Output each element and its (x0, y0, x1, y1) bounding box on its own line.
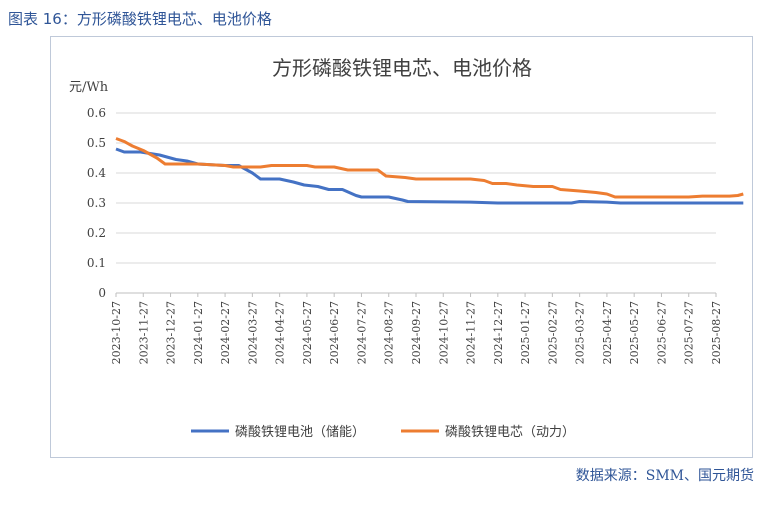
x-tick-label: 2024-09-27 (410, 301, 423, 364)
y-tick-label: 0.1 (87, 256, 106, 270)
y-axis-label: 元/Wh (69, 80, 109, 95)
x-tick-label: 2024-12-27 (492, 301, 505, 364)
x-tick-label: 2024-10-27 (437, 301, 450, 364)
y-tick-label: 0.5 (87, 136, 106, 150)
line-chart: 方形磷酸铁锂电芯、电池价格 元/Wh 0 0.1 0.2 0.3 0.4 0.5 0.6 2… (69, 56, 744, 440)
x-tick-label: 2025-07-27 (683, 301, 696, 364)
y-tick-label: 0.4 (87, 166, 106, 180)
x-tick-labels: 2023-10-27 2023-11-27 2023-12-27 2024-01-27… (110, 301, 723, 364)
chart-title: 方形磷酸铁锂电芯、电池价格 (272, 56, 532, 80)
legend-label-1: 磷酸铁锂电池（储能） (235, 425, 365, 440)
x-tick-label: 2023-12-27 (165, 301, 178, 364)
x-tick-label: 2024-05-27 (301, 301, 314, 364)
x-tick-label: 2025-03-27 (574, 301, 587, 364)
figure-caption: 图表 16：方形磷酸铁锂电芯、电池价格 (8, 10, 272, 28)
x-tick-label: 2024-06-27 (328, 301, 341, 364)
x-tick-label: 2024-02-27 (219, 301, 232, 364)
x-tick-label: 2025-05-27 (628, 301, 641, 364)
x-tick-label: 2024-01-27 (192, 301, 205, 364)
series-line-2 (115, 137, 744, 199)
y-tick-label: 0.2 (87, 226, 106, 240)
chart-frame: 方形磷酸铁锂电芯、电池价格 元/Wh 0 0.1 0.2 0.3 0.4 0.5 0.6 2… (50, 36, 753, 458)
source-note: 数据来源：SMM、国元期货 (575, 468, 754, 484)
x-tick-label: 2025-01-27 (519, 301, 532, 364)
y-tick-label: 0.3 (87, 196, 106, 210)
x-tick-label: 2023-11-27 (137, 301, 150, 364)
x-tick-label: 2024-04-27 (274, 301, 287, 364)
y-tick-label: 0 (98, 286, 106, 300)
x-tick-label: 2024-07-27 (355, 301, 368, 364)
y-tick-label: 0.6 (87, 106, 106, 120)
legend-label-2: 磷酸铁锂电芯（动力） (445, 425, 575, 440)
x-tick-label: 2025-06-27 (655, 301, 668, 364)
series-line-1 (115, 147, 744, 205)
y-tick-labels: 0 0.1 0.2 0.3 0.4 0.5 0.6 (87, 106, 106, 300)
x-tick-label: 2023-10-27 (110, 301, 123, 364)
gridlines (115, 112, 717, 297)
legend: 磷酸铁锂电池（储能） 磷酸铁锂电芯（动力） (191, 425, 575, 440)
x-tick-label: 2024-08-27 (383, 301, 396, 364)
x-tick-label: 2024-03-27 (246, 301, 259, 364)
x-tick-label: 2025-04-27 (601, 301, 614, 364)
x-tick-label: 2025-08-27 (710, 301, 723, 364)
series-lines (115, 137, 744, 205)
x-tick-label: 2024-11-27 (465, 301, 478, 364)
x-tick-label: 2025-02-27 (546, 301, 559, 364)
